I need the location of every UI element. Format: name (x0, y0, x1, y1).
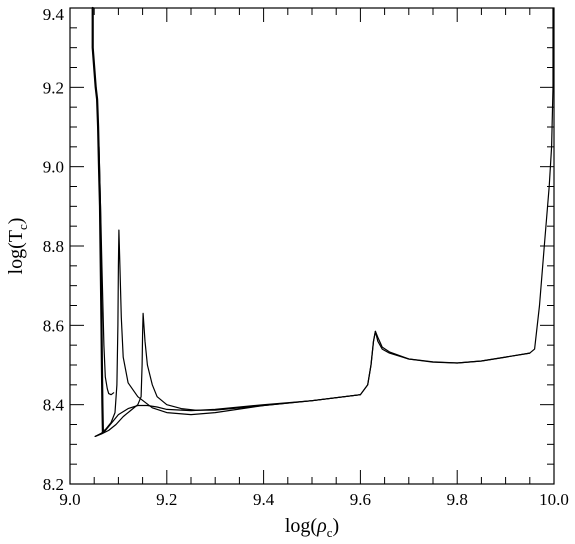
x-tick-label: 9.2 (156, 490, 177, 509)
x-tick-label: 9.8 (447, 490, 468, 509)
series-line-3 (98, 146, 115, 396)
series-line-4 (94, 312, 531, 437)
x-axis-label-subscript: c (327, 525, 333, 540)
y-tick-label: 9.2 (43, 78, 64, 97)
plot-frame (69, 7, 555, 485)
y-axis-label-close: ) (5, 218, 27, 225)
x-axis-label-symbol: ρ (316, 515, 327, 537)
x-tick-label: 10.0 (539, 490, 569, 509)
x-axis-label: log(ρc) (285, 515, 339, 540)
y-tick-label: 9.0 (43, 158, 64, 177)
x-axis-label-main: log( (285, 515, 318, 537)
y-axis-label: log(Tc) (5, 218, 30, 275)
series-line-5 (94, 229, 361, 437)
series-lines (91, 6, 554, 437)
y-axis-label-subscript: c (15, 224, 30, 230)
tick-labels: 9.0 9.2 9.4 9.6 9.8 10.0 8.2 8.4 8.6 8.8 9.0 9.2 9.4 (43, 5, 569, 509)
y-tick-label: 8.4 (43, 396, 65, 415)
y-tick-label: 9.4 (43, 5, 65, 24)
y-tick-label: 8.2 (43, 475, 64, 494)
y-axis-label-main: log(T (5, 230, 27, 274)
series-line-2 (94, 7, 554, 437)
x-tick-label: 9.6 (350, 490, 371, 509)
x-tick-label: 9.4 (253, 490, 275, 509)
ticks (70, 8, 554, 484)
y-tick-label: 8.6 (43, 316, 64, 335)
x-axis-label-close: ) (332, 515, 339, 537)
y-tick-label: 8.8 (43, 237, 64, 256)
x-tick-label: 9.0 (59, 490, 80, 509)
